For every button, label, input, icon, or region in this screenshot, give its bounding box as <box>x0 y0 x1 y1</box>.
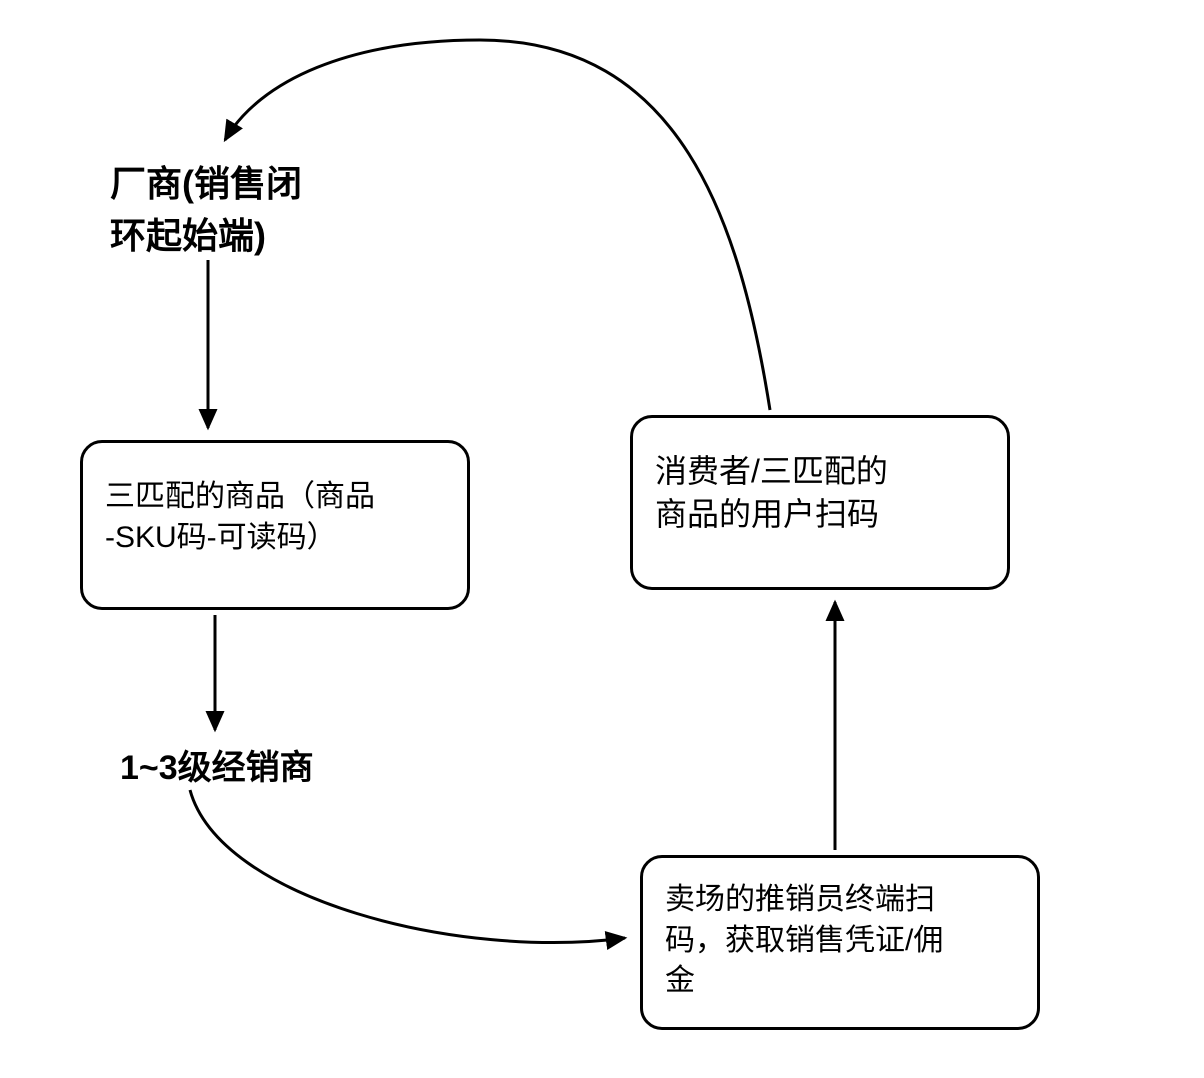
node-product-line1: 三匹配的商品（商品 <box>105 477 445 518</box>
edge-dealer-salesman <box>190 790 625 943</box>
node-product-line2: -SKU码-可读码） <box>105 518 445 559</box>
node-salesman-line1: 卖场的推销员终端扫 <box>665 880 1015 921</box>
node-vendor-line2: 环起始端) <box>110 207 302 259</box>
flowchart-stage: 厂商(销售闭 环起始端) 三匹配的商品（商品 -SKU码-可读码） 1~3级经销… <box>0 0 1204 1078</box>
node-vendor: 厂商(销售闭 环起始端) <box>110 155 302 259</box>
node-salesman-line2: 码，获取销售凭证/佣 <box>665 921 1015 962</box>
node-dealer: 1~3级经销商 <box>120 740 314 789</box>
node-consumer: 消费者/三匹配的 商品的用户扫码 <box>630 415 1010 590</box>
node-salesman-line3: 金 <box>665 961 1015 1002</box>
node-salesman: 卖场的推销员终端扫 码，获取销售凭证/佣 金 <box>640 855 1040 1030</box>
node-consumer-line2: 商品的用户扫码 <box>655 493 985 536</box>
node-product: 三匹配的商品（商品 -SKU码-可读码） <box>80 440 470 610</box>
node-consumer-line1: 消费者/三匹配的 <box>655 450 985 493</box>
edge-consumer-vendor <box>225 40 770 410</box>
node-dealer-line1: 1~3级经销商 <box>120 740 314 789</box>
node-vendor-line1: 厂商(销售闭 <box>110 155 302 207</box>
